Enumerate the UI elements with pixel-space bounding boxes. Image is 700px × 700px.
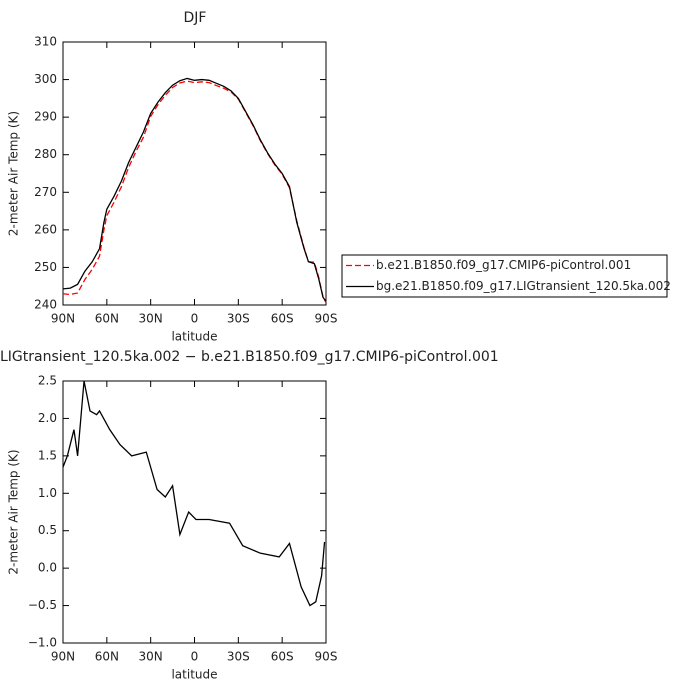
x-tick-label: 90S xyxy=(315,650,338,664)
y-tick-label: 290 xyxy=(34,110,57,124)
y-tick-label: 270 xyxy=(34,185,57,199)
y-tick-label: 0.0 xyxy=(38,561,57,575)
y-tick-label: 2.5 xyxy=(38,374,57,388)
y-tick-label: 280 xyxy=(34,147,57,161)
x-tick-label: 60N xyxy=(95,650,119,664)
y-axis-label: 2-meter Air Temp (K) xyxy=(7,449,21,574)
y-tick-label: 2.0 xyxy=(38,411,57,425)
series-line xyxy=(62,77,327,302)
y-tick-label: −1.0 xyxy=(28,636,57,650)
x-axis-label: latitude xyxy=(171,330,217,344)
x-tick-label: 60S xyxy=(271,650,294,664)
y-tick-label: 1.5 xyxy=(38,448,57,462)
x-tick-label: 0 xyxy=(191,312,199,326)
x-tick-label: 0 xyxy=(191,650,199,664)
legend-label: b.e21.B1850.f09_g17.CMIP6-piControl.001 xyxy=(376,258,631,272)
x-tick-label: 30N xyxy=(139,650,163,664)
chart-title: LIGtransient_120.5ka.002 − b.e21.B1850.f… xyxy=(0,349,499,365)
y-tick-label: 240 xyxy=(34,298,57,312)
y-tick-label: 1.0 xyxy=(38,486,57,500)
legend-box xyxy=(341,254,668,298)
y-tick-label: 300 xyxy=(34,72,57,86)
data-line xyxy=(62,380,326,607)
y-tick-label: 310 xyxy=(34,35,57,49)
x-tick-label: 90N xyxy=(51,650,75,664)
x-tick-label: 60S xyxy=(271,312,294,326)
y-tick-label: 250 xyxy=(34,260,57,274)
legend-label: bg.e21.B1850.f09_g17.LIGtransient_120.5k… xyxy=(376,279,671,293)
x-tick-label: 30S xyxy=(227,312,250,326)
x-tick-label: 30S xyxy=(227,650,250,664)
y-tick-label: 260 xyxy=(34,222,57,236)
x-tick-label: 30N xyxy=(139,312,163,326)
x-tick-label: 90S xyxy=(315,312,338,326)
y-tick-label: 0.5 xyxy=(38,523,57,537)
x-tick-label: 60N xyxy=(95,312,119,326)
x-tick-label: 90N xyxy=(51,312,75,326)
y-tick-label: −0.5 xyxy=(28,598,57,612)
x-axis-label: latitude xyxy=(171,668,217,682)
chart-title: DJF xyxy=(184,10,207,26)
y-axis-label: 2-meter Air Temp (K) xyxy=(7,111,21,236)
